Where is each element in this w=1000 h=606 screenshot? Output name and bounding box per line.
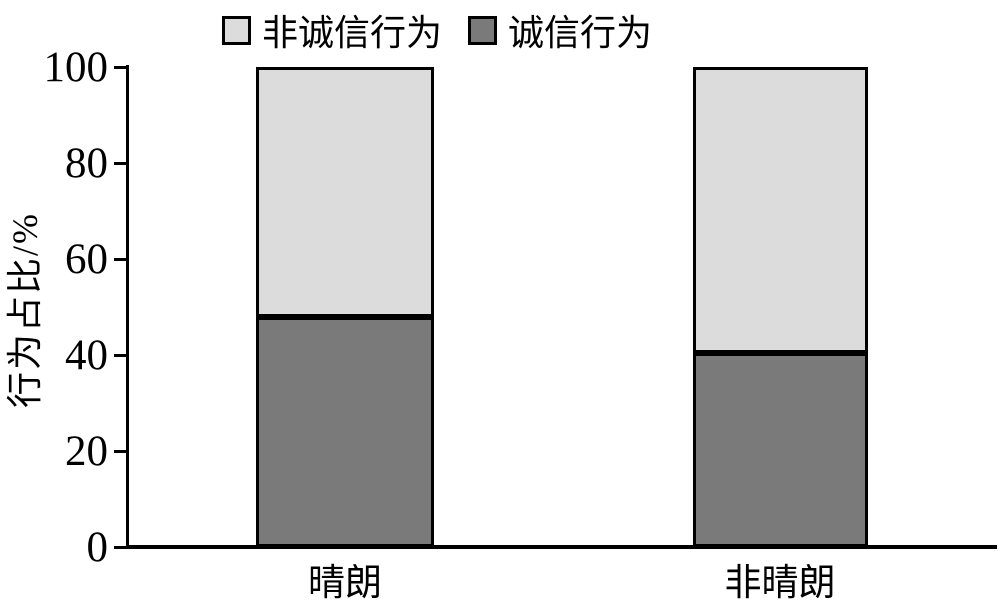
bar-segment-非诚信行为-非晴朗: [693, 67, 868, 353]
bar-segment-诚信行为-非晴朗: [693, 352, 868, 547]
legend-label-dishonest: 非诚信行为: [262, 13, 443, 53]
y-axis-tick: [114, 65, 126, 69]
y-axis-tick: [114, 257, 126, 261]
y-tick-label: 80: [65, 140, 108, 187]
x-category-label: 非晴朗: [724, 563, 836, 604]
y-tick-label: 100: [43, 44, 109, 91]
legend-label-honest: 诚信行为: [508, 13, 653, 53]
legend-swatch-light-icon: [222, 15, 251, 45]
y-axis-tick: [114, 545, 126, 549]
y-axis-tick: [114, 449, 126, 453]
legend-item-honest: 诚信行为: [468, 4, 652, 56]
x-axis-line: [126, 545, 997, 549]
y-axis-tick: [114, 353, 126, 357]
legend-swatch-dark-icon: [468, 15, 498, 45]
y-tick-label: 20: [65, 428, 108, 475]
bar-segment-诚信行为-晴朗: [256, 316, 434, 547]
x-category-label: 晴朗: [308, 563, 382, 604]
y-tick-label: 40: [65, 332, 108, 379]
chart-legend: 非诚信行为 诚信行为: [222, 4, 652, 56]
y-tick-label: 0: [86, 524, 109, 571]
y-tick-label: 60: [65, 236, 108, 283]
y-axis-tick: [114, 161, 126, 165]
bar-segment-非诚信行为-晴朗: [256, 67, 434, 317]
y-axis-line: [126, 65, 129, 549]
legend-item-dishonest: 非诚信行为: [222, 4, 442, 56]
